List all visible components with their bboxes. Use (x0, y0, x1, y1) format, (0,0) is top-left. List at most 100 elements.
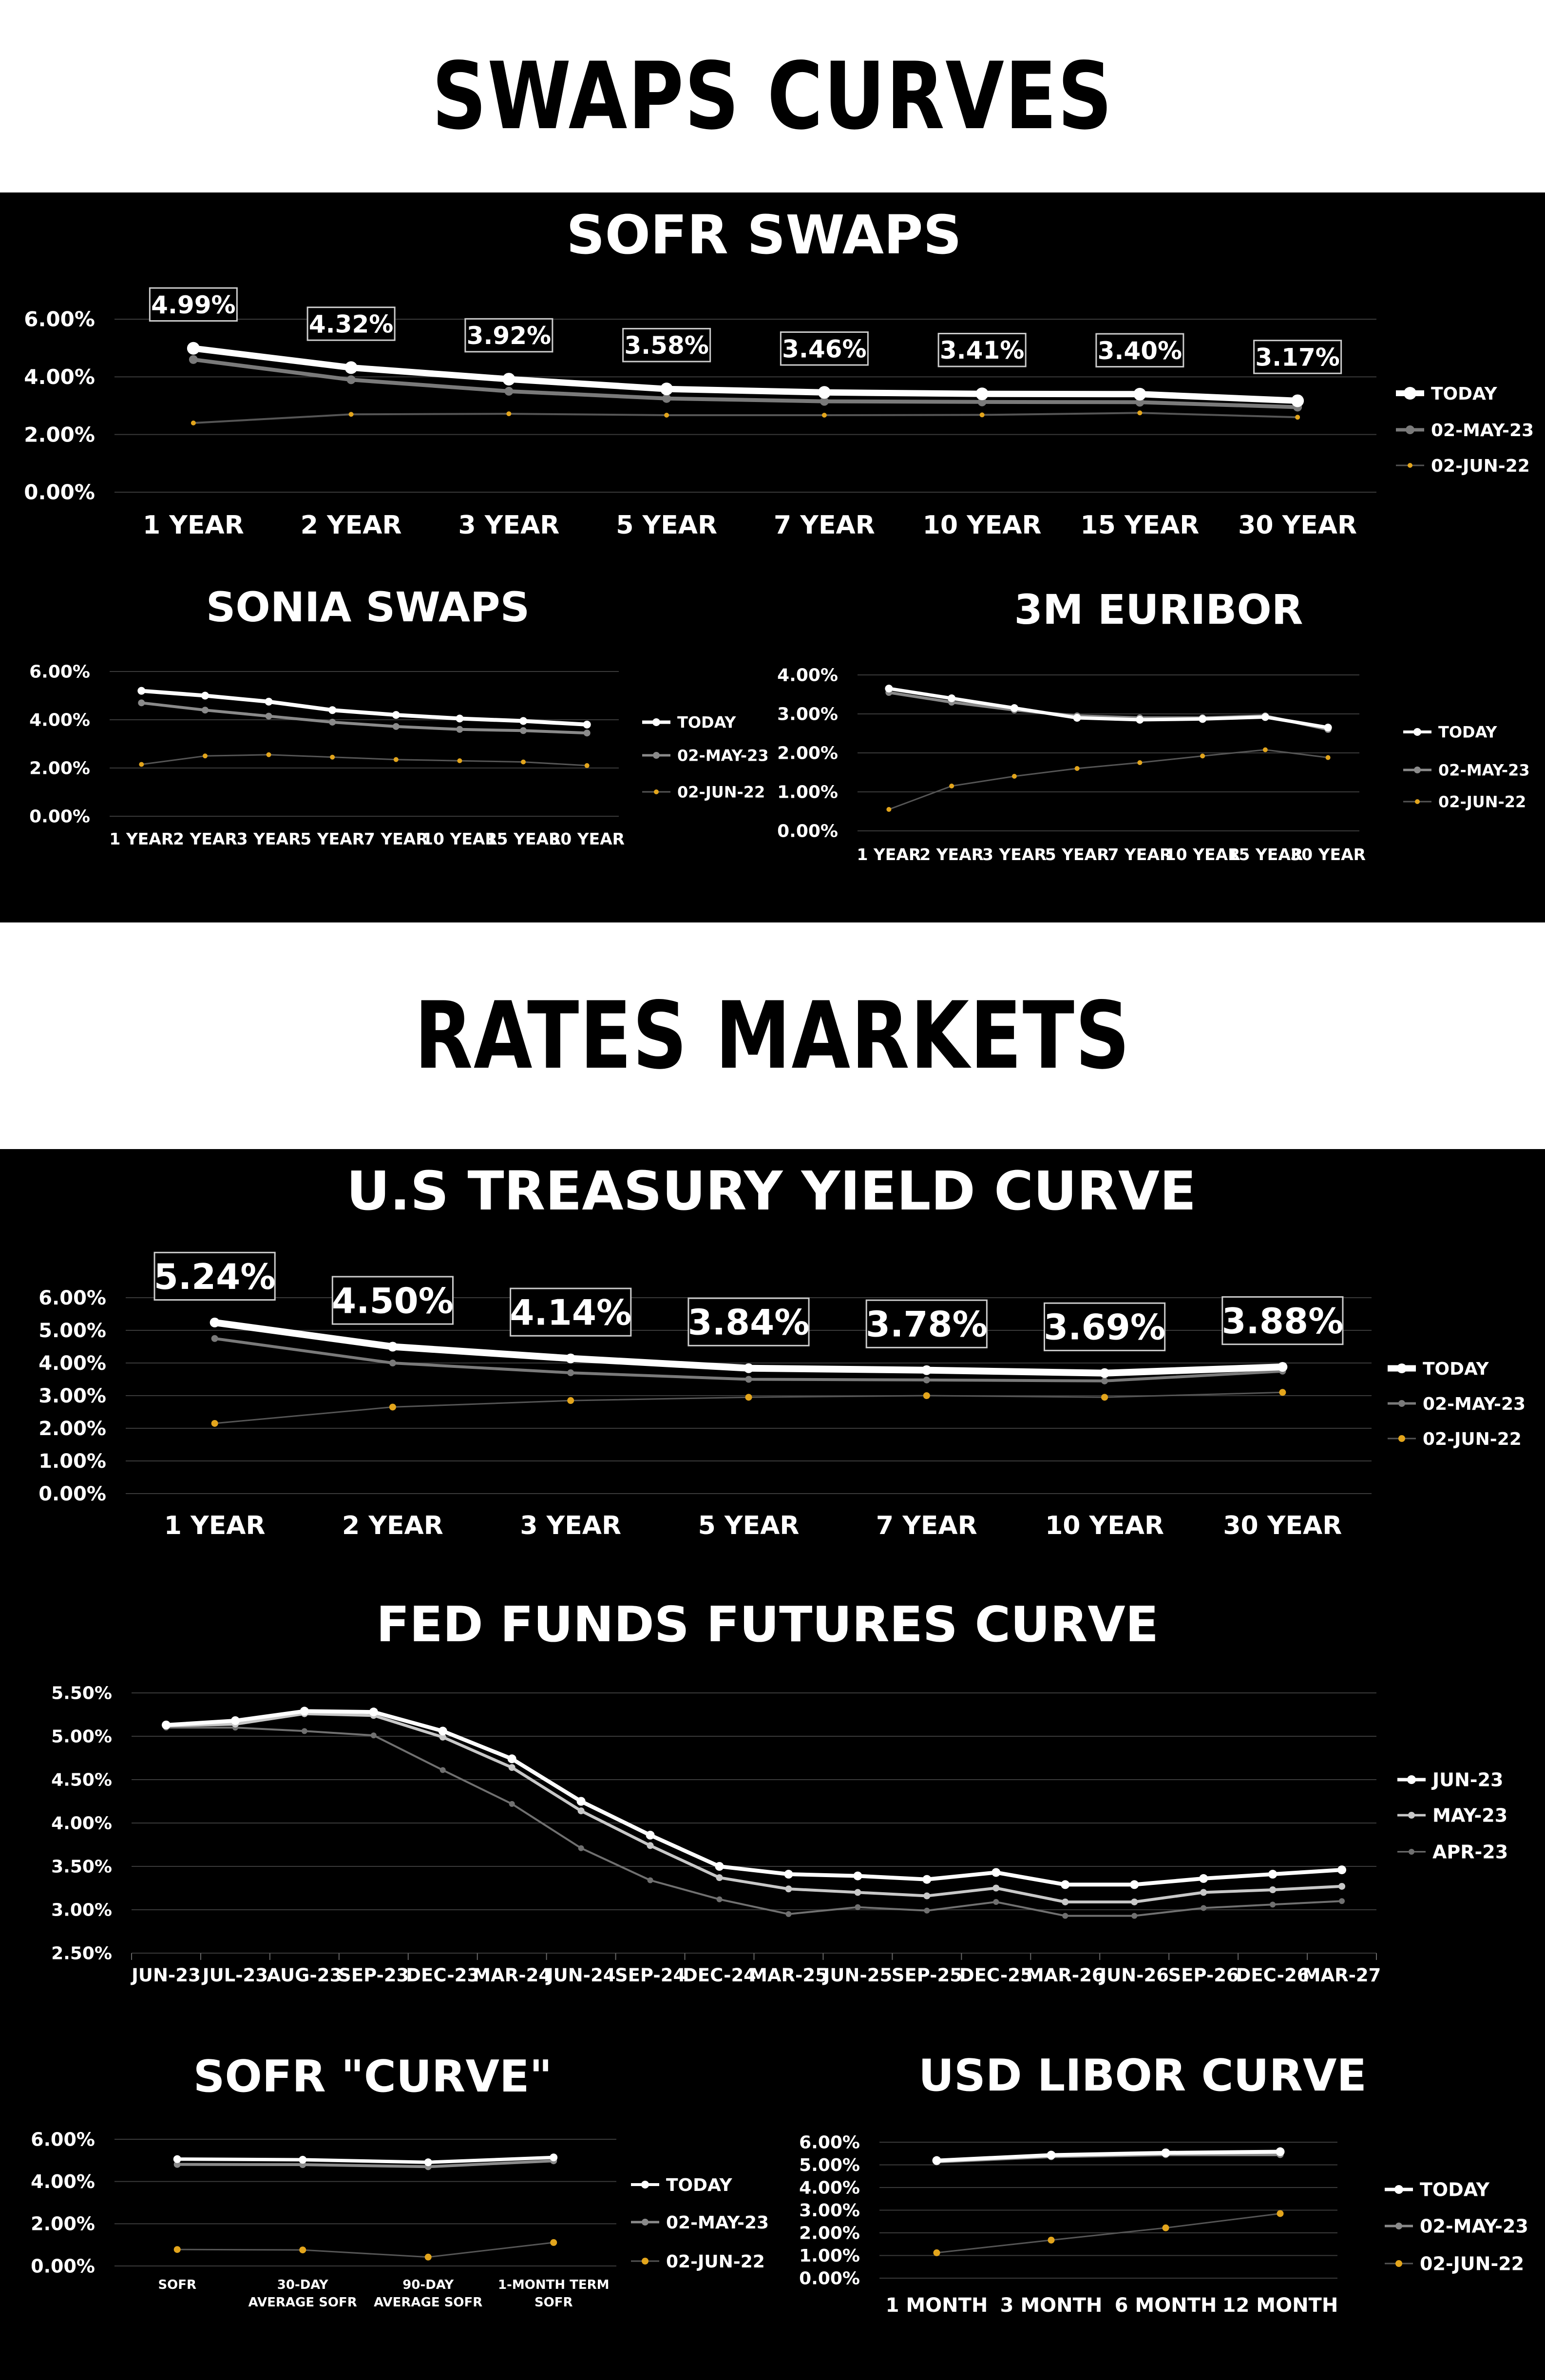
fed_funds-data-point (854, 1889, 861, 1896)
fed_funds-ytick-label: 2.50% (51, 1944, 112, 1964)
ust_yield-data-point (210, 1317, 220, 1327)
sofr_swaps-category-label: 15 YEAR (1080, 511, 1199, 540)
fed_funds-series-line-0 (166, 1709, 1342, 1887)
ust_yield-data-label: 5.24% (154, 1256, 276, 1297)
fed_funds-data-point (922, 1875, 932, 1884)
fed_funds-category-label: SEP-26 (1168, 1965, 1239, 1986)
fed_funds-ytick-label: 4.50% (51, 1770, 112, 1790)
fed_funds-category-label: MAR-24 (473, 1965, 551, 1986)
sonia_swaps-legend-label: TODAY (677, 713, 736, 732)
euribor_3m-data-point (1262, 747, 1268, 752)
ust_yield-data-label-box (687, 1297, 810, 1346)
ust_yield-category-label: 2 YEAR (342, 1511, 443, 1540)
ust_yield-category-label: 30 YEAR (1223, 1511, 1342, 1540)
euribor_3m-legend-marker (1415, 799, 1420, 804)
fed_funds-category-label: DEC-24 (683, 1965, 756, 1986)
fed_funds-data-point (1338, 1882, 1346, 1890)
sonia_swaps-ytick-label: 0.00% (29, 807, 90, 827)
sonia_swaps-data-point (138, 699, 145, 707)
sofr_curve-ytick-label: 2.00% (31, 2213, 95, 2235)
fed_funds-category-label: AUG-23 (267, 1965, 342, 1986)
sofr_swaps-ytick-label: 2.00% (24, 422, 95, 446)
usd_libor-ytick-label: 0.00% (799, 2269, 860, 2289)
sofr_curve-series-line-1 (177, 2159, 554, 2169)
euribor_3m-category-label: 15 YEAR (1227, 845, 1303, 864)
ust_yield-ytick-label: 1.00% (38, 1450, 106, 1473)
rates-header: RATES MARKETS (0, 922, 1545, 1149)
sofr_swaps-data-label-box (1253, 340, 1342, 374)
sofr_swaps-data-label-box (149, 287, 238, 322)
sofr_curve-data-point (550, 2239, 557, 2246)
fed_funds-category-label: MAR-25 (749, 1965, 828, 1986)
ust_yield-category-label: 1 YEAR (164, 1511, 266, 1540)
sofr_curve-category-label: AVERAGE SOFR (248, 2295, 357, 2310)
sofr_curve-data-point (173, 2161, 181, 2168)
fed_funds-category-label: DEC-25 (959, 1965, 1033, 1986)
fed_funds-category-label: SEP-23 (338, 1965, 409, 1986)
fed_funds-data-point (1062, 1898, 1069, 1905)
fed_funds-data-point (785, 1885, 792, 1893)
sofr_curve-data-point (299, 2156, 307, 2164)
usd_libor-data-point (932, 2156, 941, 2165)
fed_funds-legend-marker (1409, 1849, 1414, 1855)
ust_yield-legend-label: TODAY (1423, 1359, 1489, 1379)
sofr_swaps-data-label: 4.32% (309, 310, 393, 338)
fed_funds-legend-label: MAY-23 (1432, 1805, 1507, 1826)
ust_yield-ytick-label: 2.00% (38, 1418, 106, 1440)
usd_libor-category-label: 1 MONTH (886, 2294, 988, 2317)
fed_funds-data-point (647, 1877, 653, 1883)
sofr_swaps-data-point (502, 373, 515, 386)
sofr_swaps-data-label: 4.99% (151, 291, 235, 319)
usd_libor-series-line-0 (936, 2150, 1280, 2163)
fed_funds-category-label: JUN-24 (545, 1965, 616, 1986)
euribor_3m-title: 3M EURIBOR (1014, 586, 1303, 633)
fed_funds-data-point (578, 1845, 584, 1851)
sofr_swaps-data-label: 3.92% (467, 322, 551, 350)
sonia_swaps-series-line-0 (141, 689, 587, 727)
euribor_3m-data-point (1011, 774, 1017, 779)
usd_libor-category-label: 12 MONTH (1222, 2294, 1338, 2317)
fed_funds-data-point (1337, 1865, 1347, 1875)
sofr_swaps-data-point (664, 413, 669, 418)
sofr_curve-category-label: 30-DAY (277, 2278, 329, 2292)
fed_funds-category-label: JUN-25 (822, 1965, 893, 1986)
swaps-panel (0, 192, 1545, 922)
sofr_curve-category-label: 90-DAY (402, 2278, 454, 2292)
sonia_swaps-category-label: 30 YEAR (549, 829, 625, 848)
sonia_swaps-data-point (584, 763, 590, 768)
sonia_swaps-data-point (393, 757, 399, 762)
fed_funds-legend-label: APR-23 (1432, 1842, 1508, 1863)
sonia_swaps-category-label: 10 YEAR (422, 829, 497, 848)
fed_funds-legend-marker (1408, 1812, 1415, 1819)
fed_funds-data-point (855, 1904, 861, 1910)
fed_funds-data-point (992, 1868, 1001, 1877)
sonia_swaps-data-point (139, 762, 144, 767)
fed_funds-data-point (300, 1707, 309, 1716)
sofr_swaps-legend-label: TODAY (1431, 384, 1497, 404)
sonia_swaps-data-point (583, 729, 591, 737)
usd_libor-data-point (1277, 2210, 1284, 2217)
ust_yield-data-label-box (1221, 1296, 1344, 1345)
sofr_swaps-ytick-label: 6.00% (24, 307, 95, 331)
sofr_swaps-data-label: 3.40% (1098, 337, 1182, 365)
sofr_curve-category-label: SOFR (158, 2278, 196, 2292)
euribor_3m-series-line-2 (888, 749, 1328, 810)
usd_libor-category-label: 3 MONTH (1000, 2294, 1103, 2317)
usd_libor-ytick-label: 6.00% (799, 2133, 860, 2153)
sofr_swaps-data-point (820, 397, 829, 406)
sofr_swaps-legend-marker (1404, 387, 1416, 400)
sofr_curve-legend-marker (641, 2181, 649, 2188)
sonia_swaps-data-point (201, 691, 209, 700)
ust_yield-data-point (1100, 1368, 1110, 1378)
sofr_swaps-data-label-box (1095, 333, 1184, 368)
fed_funds-data-point (577, 1807, 585, 1815)
sofr_swaps-category-label: 5 YEAR (616, 511, 717, 540)
sofr_swaps-series-line-0 (193, 345, 1298, 404)
fed_funds-ytick-label: 4.00% (51, 1814, 112, 1834)
ust_yield-data-point (923, 1376, 930, 1383)
fed_funds-data-point (646, 1830, 655, 1840)
euribor_3m-ytick-label: 1.00% (777, 783, 838, 803)
sonia_swaps-data-point (266, 752, 271, 757)
sonia_swaps-ytick-label: 2.00% (29, 759, 90, 779)
